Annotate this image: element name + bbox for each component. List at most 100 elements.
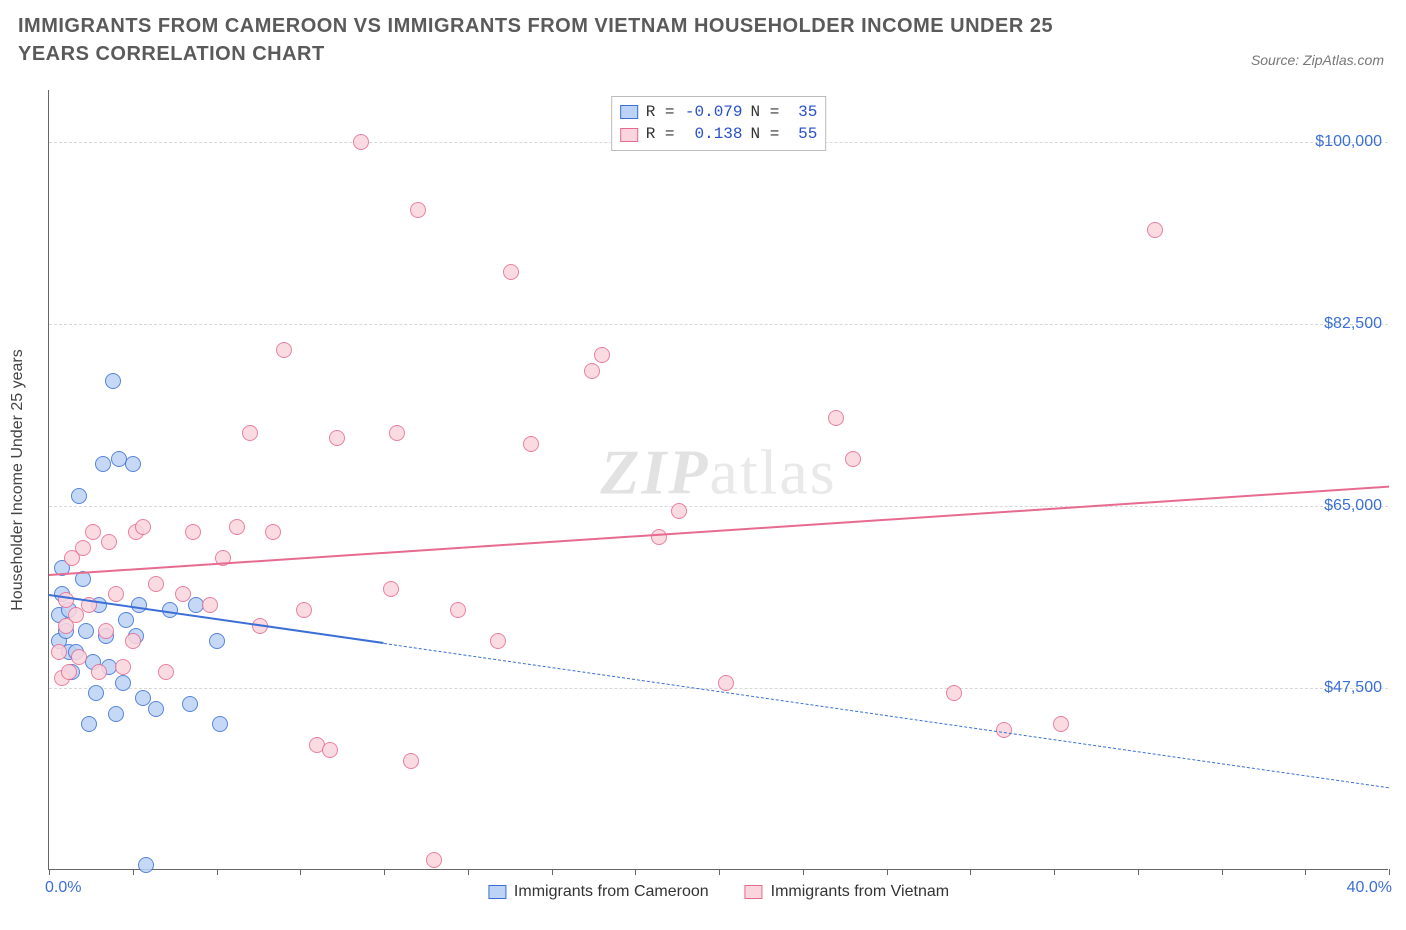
- scatter-point-vietnam: [383, 581, 399, 597]
- scatter-point-cameroon: [125, 456, 141, 472]
- plot-area: ZIPatlas $47,500$65,000$82,500$100,0000.…: [48, 90, 1388, 870]
- scatter-point-vietnam: [296, 602, 312, 618]
- stats-row-vietnam: R =0.138N =55: [620, 123, 818, 145]
- plot-wrap: Householder Income Under 25 years ZIPatl…: [48, 90, 1388, 870]
- x-tick: [133, 869, 134, 875]
- scatter-point-vietnam: [108, 586, 124, 602]
- scatter-point-vietnam: [68, 607, 84, 623]
- x-tick: [635, 869, 636, 875]
- scatter-point-cameroon: [131, 597, 147, 613]
- scatter-point-vietnam: [523, 436, 539, 452]
- scatter-point-cameroon: [81, 716, 97, 732]
- stat-r-value: -0.079: [683, 101, 743, 123]
- gridline: [49, 506, 1388, 507]
- scatter-point-vietnam: [490, 633, 506, 649]
- legend-item: Immigrants from Vietnam: [745, 883, 949, 901]
- x-tick: [468, 869, 469, 875]
- scatter-point-vietnam: [71, 649, 87, 665]
- scatter-point-vietnam: [85, 524, 101, 540]
- scatter-point-vietnam: [389, 425, 405, 441]
- legend-swatch: [488, 885, 506, 899]
- scatter-point-cameroon: [105, 373, 121, 389]
- gridline: [49, 324, 1388, 325]
- x-tick: [1054, 869, 1055, 875]
- x-tick: [970, 869, 971, 875]
- scatter-point-cameroon: [95, 456, 111, 472]
- y-tick-label: $65,000: [1324, 497, 1382, 515]
- scatter-point-cameroon: [209, 633, 225, 649]
- stats-row-cameroon: R =-0.079N =35: [620, 101, 818, 123]
- scatter-point-vietnam: [242, 425, 258, 441]
- legend-label: Immigrants from Cameroon: [514, 883, 709, 901]
- legend-label: Immigrants from Vietnam: [771, 883, 949, 901]
- y-tick-label: $82,500: [1324, 315, 1382, 333]
- scatter-point-vietnam: [503, 264, 519, 280]
- scatter-point-vietnam: [403, 753, 419, 769]
- trendline: [384, 643, 1389, 788]
- x-min-label: 0.0%: [45, 879, 81, 897]
- legend-swatch: [745, 885, 763, 899]
- scatter-point-vietnam: [115, 659, 131, 675]
- scatter-point-cameroon: [108, 706, 124, 722]
- scatter-point-vietnam: [584, 363, 600, 379]
- gridline: [49, 688, 1388, 689]
- x-tick: [217, 869, 218, 875]
- chart-title: IMMIGRANTS FROM CAMEROON VS IMMIGRANTS F…: [18, 12, 1118, 68]
- stat-r-label: R =: [646, 101, 675, 123]
- scatter-point-vietnam: [996, 722, 1012, 738]
- scatter-point-cameroon: [212, 716, 228, 732]
- x-tick: [887, 869, 888, 875]
- scatter-point-vietnam: [828, 410, 844, 426]
- scatter-point-vietnam: [845, 451, 861, 467]
- scatter-point-cameroon: [182, 696, 198, 712]
- scatter-point-cameroon: [71, 488, 87, 504]
- scatter-point-vietnam: [276, 342, 292, 358]
- legend-item: Immigrants from Cameroon: [488, 883, 709, 901]
- scatter-point-vietnam: [329, 430, 345, 446]
- scatter-point-vietnam: [51, 644, 67, 660]
- scatter-point-vietnam: [75, 540, 91, 556]
- scatter-point-vietnam: [265, 524, 281, 540]
- scatter-point-vietnam: [450, 602, 466, 618]
- scatter-point-vietnam: [718, 675, 734, 691]
- x-tick: [384, 869, 385, 875]
- scatter-point-vietnam: [185, 524, 201, 540]
- scatter-point-vietnam: [58, 592, 74, 608]
- y-tick-label: $100,000: [1315, 133, 1382, 151]
- scatter-point-vietnam: [158, 664, 174, 680]
- scatter-point-vietnam: [410, 202, 426, 218]
- scatter-point-cameroon: [138, 857, 154, 873]
- scatter-point-vietnam: [91, 664, 107, 680]
- scatter-point-vietnam: [651, 529, 667, 545]
- scatter-point-vietnam: [1147, 222, 1163, 238]
- scatter-point-vietnam: [98, 623, 114, 639]
- stat-n-value: 35: [787, 101, 817, 123]
- watermark: ZIPatlas: [600, 435, 836, 509]
- x-tick: [300, 869, 301, 875]
- scatter-point-cameroon: [115, 675, 131, 691]
- scatter-point-cameroon: [118, 612, 134, 628]
- scatter-point-vietnam: [353, 134, 369, 150]
- scatter-point-vietnam: [322, 742, 338, 758]
- x-tick: [552, 869, 553, 875]
- scatter-point-vietnam: [148, 576, 164, 592]
- legend-swatch: [620, 105, 638, 119]
- scatter-point-vietnam: [426, 852, 442, 868]
- x-tick: [49, 869, 50, 875]
- trendline: [49, 485, 1389, 575]
- scatter-point-cameroon: [78, 623, 94, 639]
- x-max-label: 40.0%: [1347, 879, 1392, 897]
- x-tick: [803, 869, 804, 875]
- scatter-point-vietnam: [61, 664, 77, 680]
- scatter-point-vietnam: [101, 534, 117, 550]
- x-tick: [1389, 869, 1390, 875]
- scatter-point-cameroon: [148, 701, 164, 717]
- scatter-point-vietnam: [202, 597, 218, 613]
- stat-r-value: 0.138: [683, 123, 743, 145]
- scatter-point-vietnam: [135, 519, 151, 535]
- scatter-point-vietnam: [175, 586, 191, 602]
- scatter-point-vietnam: [671, 503, 687, 519]
- x-tick: [719, 869, 720, 875]
- x-tick: [1138, 869, 1139, 875]
- legend-swatch: [620, 128, 638, 142]
